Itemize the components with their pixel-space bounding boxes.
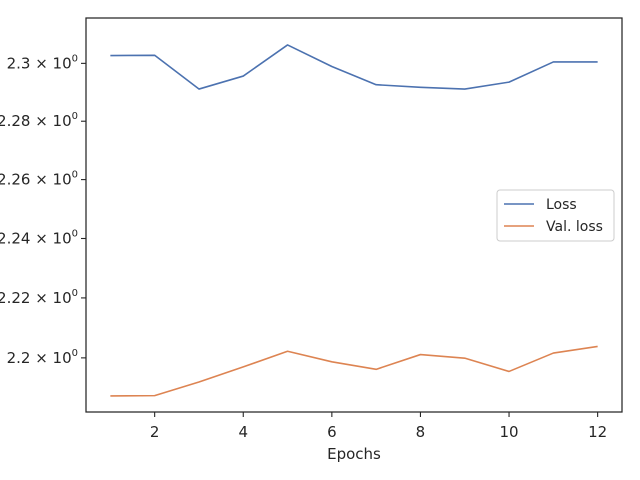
y-tick-label: 2.26 × 100: [0, 170, 78, 189]
series-line-2: [110, 345, 598, 397]
x-tick-label: 12: [588, 423, 607, 441]
x-axis-label: Epochs: [327, 445, 381, 463]
y-tick-label: 2.2 × 100: [7, 348, 78, 367]
legend-frame: [496, 189, 615, 242]
legend-label: Loss: [546, 197, 577, 213]
x-axis-ticks: 2 4 6 8 10 12: [150, 412, 607, 441]
x-tick-label: 6: [327, 423, 337, 441]
y-tick-label: 2.22 × 100: [0, 288, 78, 307]
x-tick-label: 2: [150, 423, 160, 441]
legend-label: Val. loss: [546, 219, 603, 235]
x-tick-label: 8: [416, 423, 426, 441]
series-line-1: [110, 44, 598, 90]
x-tick-label: 10: [499, 423, 518, 441]
y-tick-label: 2.24 × 100: [0, 228, 78, 247]
legend: Loss Val. loss: [496, 189, 615, 242]
series-group: [110, 44, 598, 397]
y-tick-label: 2.3 × 100: [7, 53, 78, 72]
y-axis-ticks: 2.3 × 100 2.28 × 100 2.26 × 100 2.24 × 100 2…: [0, 53, 86, 367]
x-tick-label: 4: [238, 423, 248, 441]
y-tick-label: 2.28 × 100: [0, 111, 78, 130]
